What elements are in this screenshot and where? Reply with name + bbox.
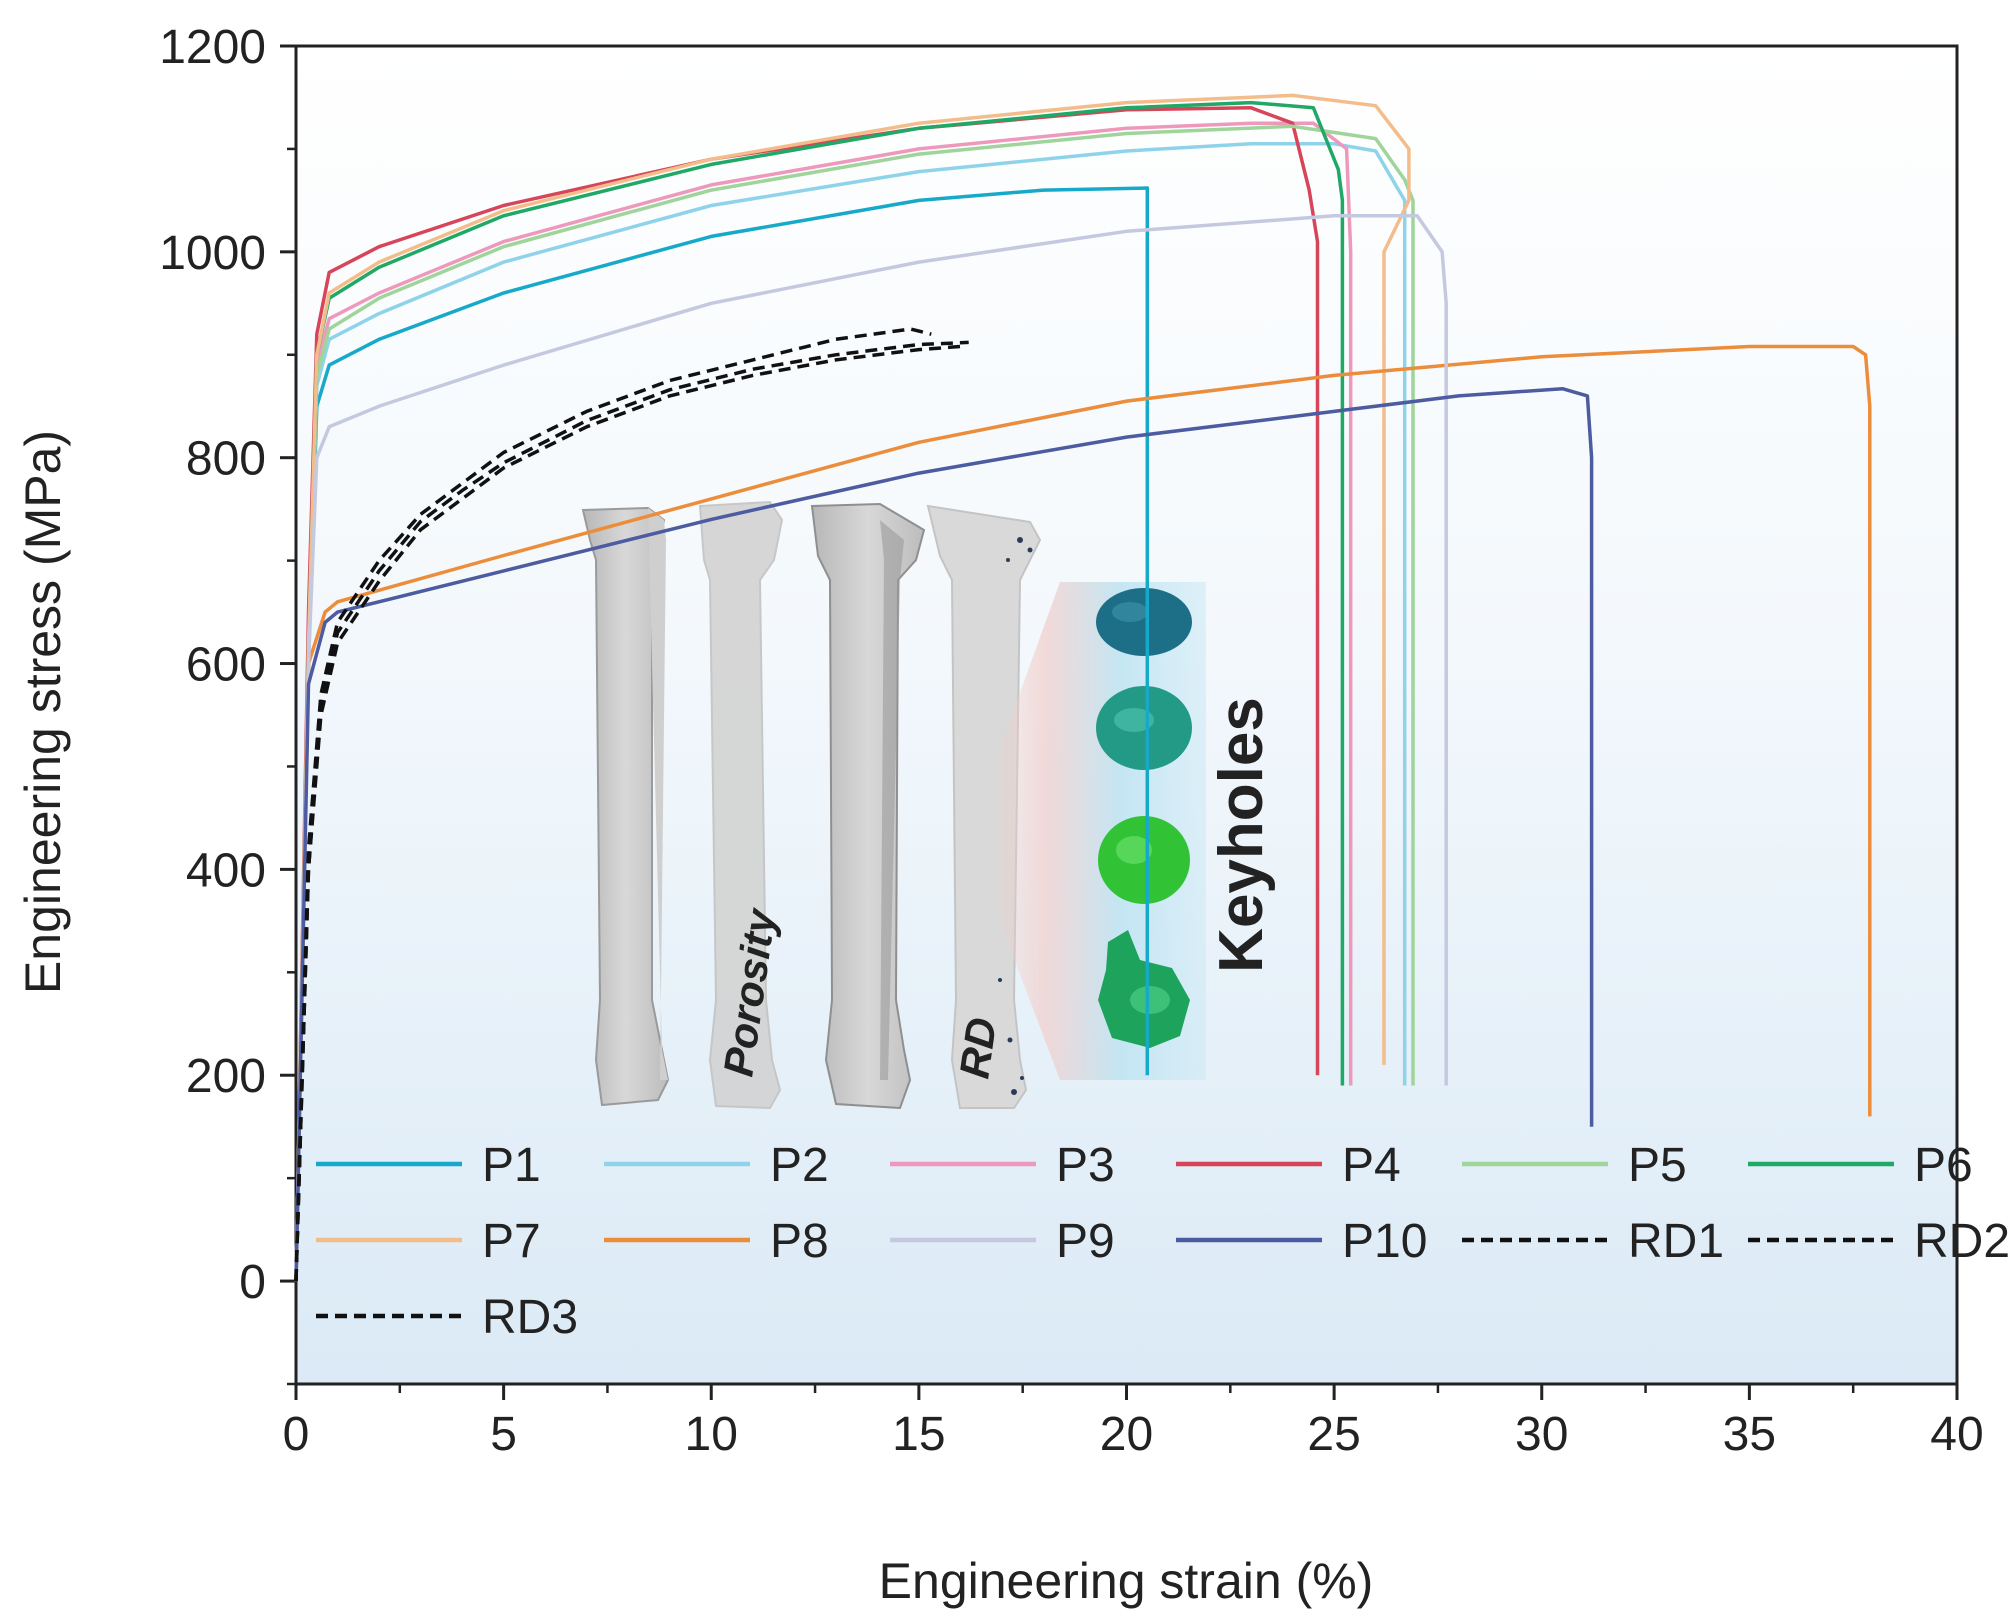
series-line-p5 [294, 124, 1415, 1282]
legend-item-p3: P3 [890, 1139, 1115, 1192]
legend-label: P7 [482, 1215, 541, 1268]
x-tick-label: 35 [1723, 1408, 1776, 1461]
specimen-3-image [810, 502, 926, 1110]
y-tick-label: 600 [186, 639, 266, 692]
legend-label: P8 [770, 1215, 829, 1268]
keyhole-1-image [1096, 588, 1192, 656]
legend-label: P6 [1914, 1139, 1973, 1192]
series-line-rd3 [294, 340, 969, 1282]
legend-label: P5 [1628, 1139, 1687, 1192]
specimen-porosity-image: Porosity [698, 500, 785, 1110]
y-tick-label: 200 [186, 1050, 266, 1103]
keyholes-panel: Keyholes [992, 582, 1276, 1080]
legend-item-p5: P5 [1462, 1139, 1687, 1192]
legend-label: P9 [1056, 1215, 1115, 1268]
series-line-rd1 [294, 344, 961, 1282]
y-tick-label: 800 [186, 433, 266, 486]
specimen-1-image [581, 506, 670, 1107]
legend-label: P4 [1342, 1139, 1401, 1192]
specimen-rd-image: RD [926, 504, 1042, 1109]
legend-label: P10 [1342, 1215, 1427, 1268]
legend: P1 P2 P3 P4 P5 P6 P7 P8 P9 P10 RD1 RD2 RD3 [316, 1139, 2010, 1344]
legend-item-p6: P6 [1748, 1139, 1973, 1192]
x-tick-label: 30 [1515, 1408, 1568, 1461]
series-layer [294, 93, 1872, 1282]
legend-item-p4: P4 [1176, 1139, 1401, 1192]
x-tick-label: 25 [1307, 1408, 1360, 1461]
rd-label: RD [950, 1015, 1005, 1082]
x-axis-label: Engineering strain (%) [879, 1553, 1374, 1609]
legend-item-p10: P10 [1176, 1215, 1427, 1268]
x-axis-ticks: 0 5 10 15 20 25 30 35 40 [283, 1384, 1984, 1461]
legend-label: P1 [482, 1139, 541, 1192]
legend-label: RD1 [1628, 1215, 1724, 1268]
series-line-p7 [294, 93, 1411, 1282]
series-line-rd2 [294, 327, 932, 1282]
legend-item-p1: P1 [316, 1139, 541, 1192]
y-tick-label: 0 [239, 1256, 266, 1309]
legend-label: P2 [770, 1139, 829, 1192]
x-tick-label: 20 [1100, 1408, 1153, 1461]
y-axis-ticks: 0 200 400 600 800 1000 1200 [159, 21, 296, 1386]
series-line-p10 [294, 386, 1594, 1282]
y-axis-label: Engineering stress (MPa) [15, 430, 71, 994]
x-tick-label: 15 [892, 1408, 945, 1461]
legend-item-p7: P7 [316, 1215, 541, 1268]
y-tick-label: 1200 [159, 21, 266, 74]
legend-item-rd3: RD3 [316, 1291, 578, 1344]
legend-item-p8: P8 [604, 1215, 829, 1268]
legend-label: P3 [1056, 1139, 1115, 1192]
legend-item-rd1: RD1 [1462, 1215, 1724, 1268]
legend-item-p9: P9 [890, 1215, 1115, 1268]
series-line-p2 [294, 142, 1407, 1282]
series-line-p4 [294, 106, 1320, 1282]
legend-item-p2: P2 [604, 1139, 829, 1192]
y-tick-label: 1000 [159, 227, 266, 280]
specimen-inset: Porosity RD [581, 500, 1276, 1110]
legend-item-rd2: RD2 [1748, 1215, 2010, 1268]
x-tick-label: 0 [283, 1408, 310, 1461]
keyholes-label: Keyholes [1207, 697, 1276, 973]
series-line-p9 [294, 214, 1448, 1282]
x-tick-label: 10 [685, 1408, 738, 1461]
x-tick-label: 5 [490, 1408, 517, 1461]
series-line-p8 [294, 344, 1872, 1282]
legend-label: RD3 [482, 1291, 578, 1344]
y-tick-label: 400 [186, 844, 266, 897]
legend-label: RD2 [1914, 1215, 2010, 1268]
series-line-p3 [294, 121, 1353, 1282]
x-tick-label: 40 [1930, 1408, 1983, 1461]
